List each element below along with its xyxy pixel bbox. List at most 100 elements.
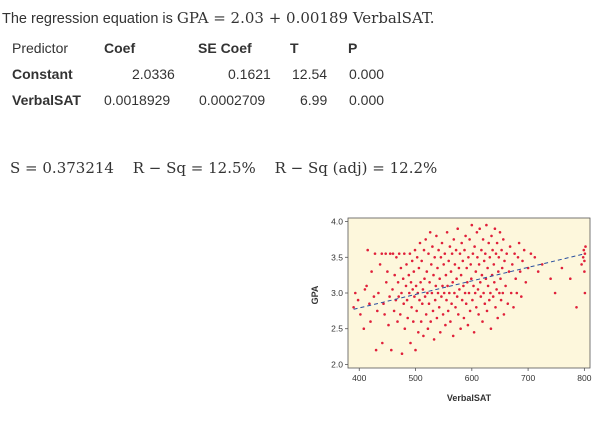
data-point xyxy=(449,320,452,323)
data-point xyxy=(486,266,489,270)
data-point xyxy=(437,248,440,252)
data-point xyxy=(487,241,491,245)
data-point xyxy=(413,248,417,252)
header-predictor: Predictor xyxy=(12,40,69,56)
data-point xyxy=(460,298,464,302)
data-point xyxy=(365,284,368,288)
y-axis-label: GPA xyxy=(310,285,320,304)
data-point xyxy=(497,255,501,259)
data-point xyxy=(405,298,409,302)
data-point xyxy=(403,252,406,255)
data-point xyxy=(411,288,415,291)
data-point xyxy=(476,288,480,291)
data-point xyxy=(424,313,428,316)
data-point xyxy=(432,338,436,341)
data-point xyxy=(495,288,498,291)
data-point xyxy=(449,270,453,273)
data-point xyxy=(455,277,458,281)
data-point xyxy=(406,316,410,320)
data-point xyxy=(442,263,446,266)
row-verbalsat-predictor: VerbalSAT xyxy=(12,92,81,108)
data-point xyxy=(479,295,483,298)
data-point xyxy=(473,291,477,295)
data-point xyxy=(366,248,370,252)
data-point xyxy=(482,259,486,263)
data-point xyxy=(490,234,493,238)
data-point xyxy=(480,248,483,252)
data-point xyxy=(432,273,435,277)
data-point xyxy=(583,259,586,263)
data-point xyxy=(430,291,434,295)
data-point xyxy=(385,281,388,284)
header-coef: Coef xyxy=(104,40,136,56)
data-point xyxy=(395,255,398,259)
data-point xyxy=(359,313,362,316)
data-point xyxy=(370,270,373,273)
data-point xyxy=(409,341,412,345)
data-point xyxy=(408,291,411,295)
data-point xyxy=(441,284,444,288)
y-tick-label: 2.5 xyxy=(331,324,343,334)
data-point xyxy=(474,270,478,273)
data-point xyxy=(468,238,471,241)
data-point xyxy=(399,266,403,270)
data-point xyxy=(400,291,403,295)
data-point xyxy=(583,291,587,295)
data-point xyxy=(421,302,424,306)
data-point xyxy=(518,270,522,273)
data-point xyxy=(575,306,578,309)
header-p: P xyxy=(348,40,358,56)
data-point xyxy=(396,320,399,323)
data-point xyxy=(420,259,424,263)
data-point xyxy=(378,263,382,266)
data-point xyxy=(397,252,401,255)
data-point xyxy=(456,227,460,230)
data-point xyxy=(428,281,431,284)
data-point xyxy=(440,295,443,298)
header-se-coef: SE Coef xyxy=(198,40,252,56)
data-point xyxy=(431,309,435,313)
data-point xyxy=(467,291,471,295)
equation-label: The regression equation is xyxy=(2,11,173,27)
data-point xyxy=(442,291,446,295)
data-point xyxy=(459,327,462,331)
data-point xyxy=(410,259,414,263)
x-tick-label: 600 xyxy=(465,373,479,383)
data-points xyxy=(352,223,587,356)
data-point xyxy=(425,270,429,273)
row-verbalsat-se: 0.0002709 xyxy=(199,92,266,108)
data-point xyxy=(362,327,366,331)
data-point xyxy=(458,252,462,255)
data-point xyxy=(399,313,402,316)
data-point xyxy=(454,306,457,309)
data-point xyxy=(582,248,586,252)
data-point xyxy=(431,245,434,248)
data-point xyxy=(428,231,432,234)
data-point xyxy=(583,252,587,255)
data-point xyxy=(522,248,526,252)
data-point xyxy=(427,252,430,255)
data-point xyxy=(485,309,489,313)
row-verbalsat-t: 6.99 xyxy=(300,92,328,108)
data-point xyxy=(471,252,475,255)
data-point xyxy=(427,302,431,306)
data-point xyxy=(402,302,406,306)
data-point xyxy=(434,284,438,288)
data-point xyxy=(433,255,437,259)
data-point xyxy=(454,248,458,252)
data-point xyxy=(405,263,408,266)
data-point xyxy=(462,284,465,288)
axes: 400 500 600 700 800 2.0 2.5 3.0 3.5 4.0 xyxy=(331,217,592,383)
data-point xyxy=(410,306,413,309)
data-point xyxy=(444,323,447,327)
data-point xyxy=(415,255,419,259)
data-point xyxy=(407,273,411,277)
data-point xyxy=(439,331,442,334)
row-constant-predictor: Constant xyxy=(12,66,73,82)
data-point xyxy=(471,298,474,302)
data-point xyxy=(388,295,391,298)
data-point xyxy=(446,309,450,313)
data-point xyxy=(408,252,412,255)
data-point xyxy=(450,302,453,306)
